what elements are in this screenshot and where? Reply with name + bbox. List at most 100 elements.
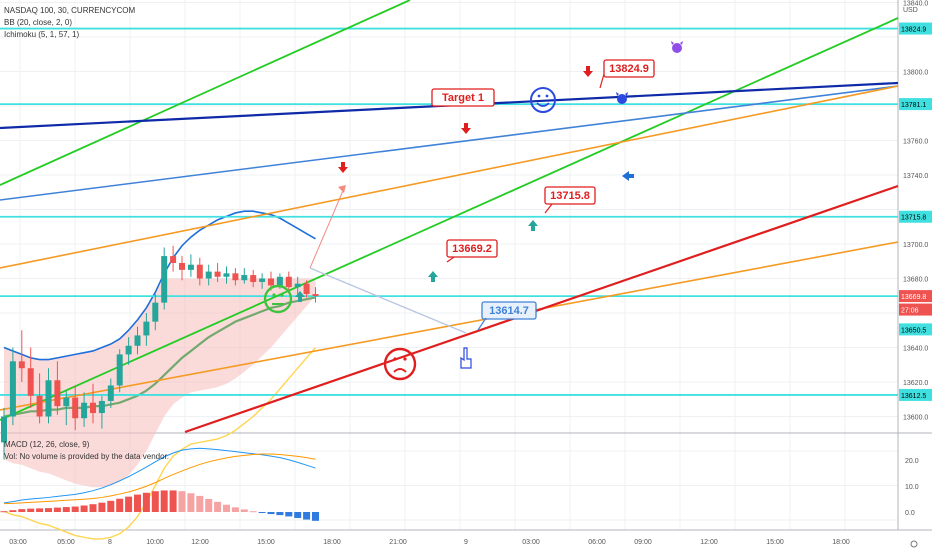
callout-pointer xyxy=(477,317,487,331)
candle-body xyxy=(18,361,25,369)
projection-arrowhead xyxy=(338,185,346,193)
callout-label: Target 1 xyxy=(442,92,484,104)
candle-body xyxy=(241,275,248,281)
callout-box xyxy=(544,186,596,205)
smiley-mouth xyxy=(536,102,550,107)
price-tag-label: 13612.5 xyxy=(901,393,926,400)
x-tick-label: 10:00 xyxy=(146,539,164,546)
price-tag xyxy=(899,22,932,35)
macd-tick-label: 20.0 xyxy=(905,458,919,465)
macd-tick-label: 10.0 xyxy=(905,484,919,491)
ichimoku-cloud xyxy=(4,278,316,488)
macd-histogram-bar xyxy=(258,512,266,513)
candle-body xyxy=(54,380,61,407)
macd-histogram-bar xyxy=(45,508,52,512)
callout-box xyxy=(446,239,498,258)
macd-histogram-bar xyxy=(276,512,284,516)
candle-body xyxy=(268,278,274,286)
macd-histogram-bar xyxy=(151,491,159,512)
candle-body xyxy=(152,302,159,322)
sad-face-eye xyxy=(393,357,397,361)
candle-body xyxy=(196,264,203,279)
callout-box xyxy=(481,301,537,320)
candle-body xyxy=(179,262,185,270)
arrow-left-icon xyxy=(622,171,634,181)
pointing-hand-icon xyxy=(460,347,472,369)
macd-histogram-bar xyxy=(169,490,177,512)
trend-line xyxy=(0,17,899,421)
x-tick-label: 03:00 xyxy=(522,539,540,546)
candle-body xyxy=(205,271,212,279)
y-tick-label: 13600.0 xyxy=(903,415,928,422)
candle-body xyxy=(98,400,105,414)
price-tag xyxy=(899,303,932,316)
y-tick-label: 13640.0 xyxy=(903,346,928,353)
macd-histogram-bar xyxy=(0,511,8,513)
trend-line xyxy=(0,85,899,201)
devil-icon xyxy=(672,43,682,53)
sad-face-mouth xyxy=(393,368,407,373)
macd-histogram-bar xyxy=(80,505,88,512)
callout-label: 13614.7 xyxy=(489,305,529,317)
arrow-up-icon xyxy=(428,271,438,282)
candle-body xyxy=(9,361,16,417)
macd-histogram-bar xyxy=(178,491,186,512)
price-tag xyxy=(899,388,932,401)
price-tag-label: 13715.8 xyxy=(901,215,926,222)
devil-horns xyxy=(616,92,628,96)
x-tick-label: 05:00 xyxy=(57,539,75,546)
callout-label: 13824.9 xyxy=(609,63,649,75)
candle-body xyxy=(232,273,239,281)
y-axis-currency: USD xyxy=(903,7,918,14)
y-tick-label: 13740.0 xyxy=(903,173,928,180)
x-tick-label: 06:00 xyxy=(588,539,606,546)
macd-histogram-bar xyxy=(223,504,230,512)
arrow-down-icon xyxy=(338,162,348,173)
candle-body xyxy=(90,402,96,414)
smiley-icon xyxy=(530,87,556,113)
macd-histogram-bar xyxy=(107,500,115,512)
macd-histogram-bar xyxy=(62,507,70,512)
x-tick-label: 03:00 xyxy=(9,539,27,546)
candle-body xyxy=(45,380,52,417)
macd-histogram-bar xyxy=(214,501,222,512)
candle-body xyxy=(107,385,114,401)
macd-histogram-bar xyxy=(116,498,124,512)
macd-histogram-bar xyxy=(53,507,61,512)
candle-body xyxy=(63,397,70,407)
trend-line xyxy=(0,0,411,186)
macd-histogram-bar xyxy=(142,492,150,512)
projection-up-path xyxy=(309,185,346,269)
candle-body xyxy=(81,402,88,419)
price-tag xyxy=(899,98,932,111)
callout-pointer xyxy=(599,73,605,89)
x-tick-label: 8 xyxy=(108,539,112,546)
price-tag xyxy=(899,290,932,303)
x-tick-label: 18:00 xyxy=(832,539,850,546)
candle-body xyxy=(36,395,43,417)
macd-histogram-bar xyxy=(27,508,35,512)
candle-body xyxy=(187,264,194,270)
price-tag-label: 27:06 xyxy=(901,308,919,315)
callout-pointer xyxy=(544,203,553,214)
macd-histogram-bar xyxy=(196,495,204,512)
candle-body xyxy=(276,276,283,286)
x-tick-label: 15:00 xyxy=(766,539,784,546)
candle-body xyxy=(143,321,150,336)
devil-horns xyxy=(671,41,683,45)
candle-body xyxy=(170,256,177,263)
macd-histogram-bar xyxy=(231,507,239,512)
candle-body xyxy=(223,273,230,277)
x-tick-label: 12:00 xyxy=(191,539,209,546)
trend-line xyxy=(184,184,899,434)
x-tick-label: 18:00 xyxy=(323,539,341,546)
callout-label: 13715.8 xyxy=(550,190,590,202)
candle-body xyxy=(214,271,221,277)
y-tick-label: 13620.0 xyxy=(903,380,928,387)
callout-label: 13669.2 xyxy=(452,243,492,255)
macd-histogram-bar xyxy=(160,490,168,512)
callout-pointer xyxy=(446,256,455,263)
macd-histogram-bar xyxy=(36,508,44,512)
macd-histogram-bar xyxy=(9,510,17,512)
